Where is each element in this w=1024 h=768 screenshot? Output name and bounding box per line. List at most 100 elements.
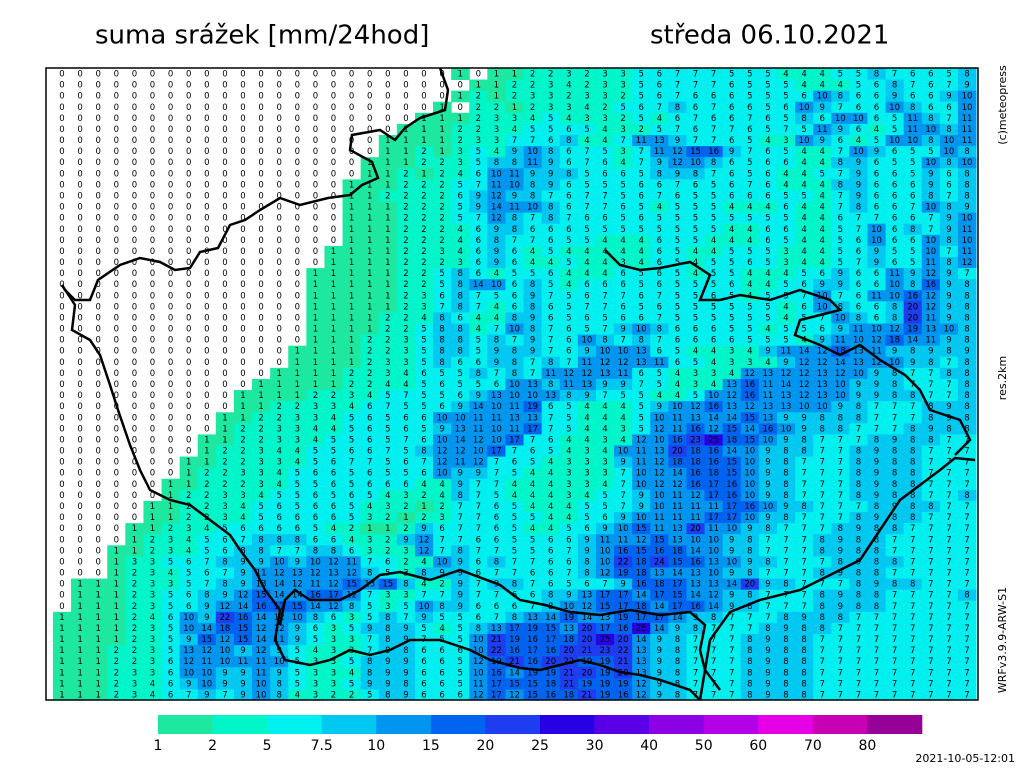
precip-value: 19 (618, 613, 629, 623)
precip-value: 7 (548, 191, 553, 201)
precip-value: 9 (620, 380, 625, 390)
precip-value: 8 (892, 480, 897, 490)
precip-value: 7 (838, 169, 843, 179)
precip-cell (740, 412, 760, 424)
precip-value: 1 (331, 347, 336, 357)
precip-value: 0 (313, 214, 318, 224)
precip-value: 2 (584, 81, 589, 91)
precip-value: 7 (946, 635, 951, 645)
precip-cell (903, 112, 923, 125)
precip-value: 12 (437, 458, 448, 468)
precip-value: 0 (132, 203, 137, 213)
precip-cell (614, 556, 633, 568)
precip-cell (324, 268, 344, 280)
precip-value: 4 (675, 380, 680, 390)
precip-value: 14 (708, 602, 719, 612)
precip-value: 10 (744, 447, 755, 457)
precip-value: 0 (168, 225, 173, 235)
precip-cell (957, 279, 977, 291)
precip-value: 7 (530, 369, 535, 379)
precip-value: 6 (602, 169, 607, 179)
precip-cell (632, 445, 651, 458)
precip-cell (215, 434, 235, 446)
precip-cell (903, 123, 923, 136)
precip-cell (378, 290, 398, 302)
precip-value: 5 (856, 70, 861, 80)
precip-cell (614, 146, 633, 158)
precip-cell (650, 201, 669, 214)
precip-value: 6 (331, 513, 336, 523)
precip-cell (704, 423, 724, 435)
precip-value: 1 (385, 302, 390, 312)
precip-value: 12 (491, 191, 502, 201)
precip-cell (921, 234, 941, 247)
precip-value: 1 (367, 325, 372, 335)
precip-cell (378, 146, 398, 158)
precip-value: 5 (711, 280, 716, 290)
precip-value: 1 (403, 513, 408, 523)
precip-cell (740, 345, 760, 358)
precip-cell (686, 179, 706, 191)
precip-value: 8 (367, 569, 372, 579)
precip-value: 8 (711, 158, 716, 168)
precip-value: 0 (59, 147, 64, 157)
precip-value: 0 (240, 325, 245, 335)
precip-value: 11 (455, 458, 466, 468)
precip-value: 3 (693, 380, 698, 390)
precip-cell (686, 312, 706, 325)
precip-value: 7 (928, 513, 933, 523)
precip-value: 2 (132, 591, 137, 601)
precip-cell (378, 456, 398, 469)
precip-value: 5 (620, 391, 625, 401)
precip-cell (414, 290, 434, 302)
precip-value: 9 (295, 635, 300, 645)
precip-value: 6 (747, 191, 752, 201)
precip-cell (632, 301, 651, 313)
precip-value: 15 (726, 458, 737, 468)
precip-cell (451, 545, 470, 557)
precip-cell (903, 356, 923, 369)
precip-value: 0 (222, 402, 227, 412)
precip-value: 0 (150, 291, 155, 301)
precip-value: 3 (548, 92, 553, 102)
precip-value: 11 (925, 258, 936, 268)
precip-value: 6 (801, 302, 806, 312)
precip-value: 5 (711, 203, 716, 213)
precip-value: 3 (349, 391, 354, 401)
precip-value: 6 (693, 336, 698, 346)
precip-cell (125, 556, 144, 568)
precip-value: 16 (636, 580, 647, 590)
precip-value: 3 (403, 546, 408, 556)
precip-value: 0 (349, 103, 354, 113)
precip-value: 0 (77, 569, 82, 579)
precip-cell (668, 212, 687, 225)
precip-cell (396, 523, 416, 535)
precip-cell (559, 290, 579, 302)
precip-cell (686, 534, 706, 546)
precip-value: 7 (657, 103, 662, 113)
precip-value: 5 (421, 380, 426, 390)
precip-value: 8 (403, 580, 408, 590)
precip-value: 6 (856, 247, 861, 257)
precip-value: 5 (729, 302, 734, 312)
precip-value: 0 (150, 247, 155, 257)
precip-value: 2 (620, 114, 625, 124)
precip-value: 0 (276, 203, 281, 213)
precip-value: 7 (530, 214, 535, 224)
precip-cell (957, 401, 977, 413)
precip-cell (650, 556, 669, 568)
precip-cell (378, 500, 398, 513)
precip-cell (650, 79, 669, 92)
precip-value: 6 (349, 546, 354, 556)
precip-value: 2 (258, 435, 263, 445)
precip-value: 1 (421, 136, 426, 146)
precip-cell (957, 179, 977, 191)
precip-value: 0 (222, 180, 227, 190)
precip-value: 15 (238, 635, 249, 645)
precip-value: 9 (512, 147, 517, 157)
precip-value: 0 (77, 236, 82, 246)
precip-value: 6 (620, 313, 625, 323)
precip-value: 7 (711, 81, 716, 91)
precip-value: 6 (439, 402, 444, 412)
precip-value: 12 (563, 369, 574, 379)
